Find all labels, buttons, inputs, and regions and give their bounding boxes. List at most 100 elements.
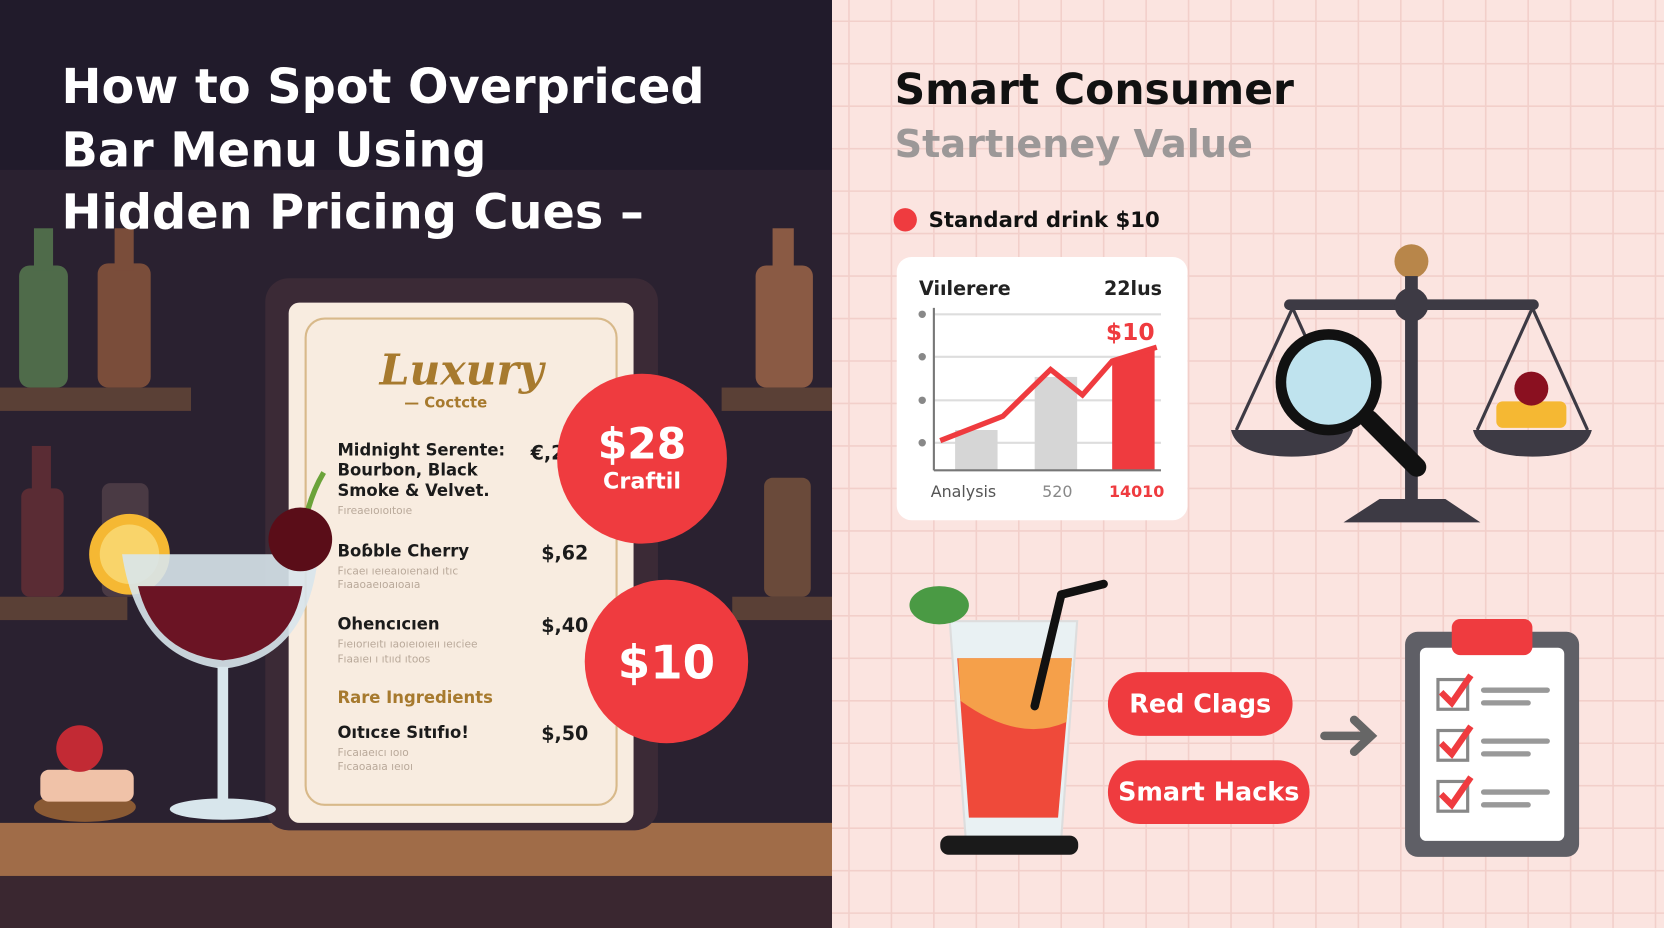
- legend-dot: [893, 208, 917, 232]
- checklist-icon: [1438, 673, 1474, 810]
- bar-background: [19, 265, 68, 388]
- item-desc: Fıcaıaeıcı ıoıo: [337, 746, 408, 759]
- title-line: Hidden Pricing Cues –: [62, 185, 644, 240]
- title-line: How to Spot Overpriced: [62, 60, 705, 115]
- scale-icon: [1405, 276, 1418, 500]
- price-badge: [584, 579, 749, 744]
- badge-price: $28: [598, 421, 687, 470]
- button-label[interactable]: Red Clags: [1129, 689, 1271, 719]
- right-subtitle: Startıeney Value: [895, 123, 1253, 167]
- bar-background: [0, 875, 832, 928]
- drink-icon: [909, 586, 969, 625]
- card-footer: Analysis: [931, 482, 997, 501]
- item-name: Oıtıcεe Sıtıfıo!: [337, 723, 468, 742]
- scale-icon: [1394, 287, 1429, 322]
- drink-icon: [1030, 590, 1066, 711]
- checklist-icon: [1436, 779, 1470, 813]
- button-label[interactable]: Smart Hacks: [1118, 778, 1299, 808]
- cocktail-glass: [268, 507, 333, 572]
- menu-title: Luxury: [379, 345, 547, 395]
- item-price: $,50: [541, 722, 588, 745]
- chart-card: [918, 310, 926, 319]
- legend-text: Standard drink $10: [929, 208, 1160, 233]
- cocktail-glass: [217, 666, 229, 805]
- item-name: Midnight Serente:: [337, 441, 505, 460]
- checklist-icon: [1480, 687, 1550, 808]
- cocktail-glass: [40, 769, 134, 802]
- item-desc: Fıaaıeı ı ıtııd ıtoos: [337, 653, 430, 666]
- bar-background: [755, 265, 813, 388]
- drink-icon: [1056, 579, 1108, 599]
- cocktail-glass: [169, 798, 276, 820]
- badge-price: $10: [618, 636, 715, 690]
- checklist-icon: [1451, 619, 1533, 656]
- drink-icon: [909, 579, 1108, 855]
- bar-background: [21, 488, 64, 597]
- scale-icon: [1514, 371, 1549, 406]
- scale-icon: [1359, 409, 1427, 477]
- scale-icon: [1472, 430, 1592, 457]
- bar-background: [33, 228, 54, 271]
- item-desc: Fıcaeı ıeıeaıoıenaıd ıtıc: [337, 564, 458, 577]
- button[interactable]: Red Clags: [1107, 672, 1293, 736]
- drink-icon: [940, 835, 1079, 855]
- button[interactable]: Smart Hacks: [1107, 760, 1310, 824]
- scale-icon: [1475, 307, 1534, 431]
- card-footer: 14010: [1109, 482, 1164, 501]
- checklist-icon: [1436, 728, 1470, 762]
- scale-icon: [1231, 430, 1354, 457]
- price-badge: [584, 579, 749, 744]
- chart-card: [1112, 348, 1155, 471]
- chart-card: [918, 439, 926, 447]
- checklist-icon: [1436, 677, 1470, 711]
- bar-background: [764, 477, 811, 597]
- title-line: Bar Menu Using: [62, 124, 487, 179]
- scale-icon: [1234, 307, 1295, 431]
- item-price: €,2: [530, 442, 565, 465]
- chart-card: [955, 430, 998, 471]
- item-desc: Fıcaoaaıa ıeıoı: [337, 760, 413, 773]
- bar-background: [0, 387, 192, 411]
- button[interactable]: [1107, 672, 1293, 736]
- button[interactable]: [1107, 760, 1310, 824]
- item-desc: Fıaaoaeıoaıoaıa: [337, 578, 420, 591]
- scale-icon: [1231, 244, 1592, 523]
- card-highlight: $10: [1106, 318, 1155, 346]
- cocktail-glass: [137, 586, 303, 661]
- item-desc: Fıeıorıeıtı ıaoıeıoıeıı ıeıciee: [337, 638, 477, 651]
- right-title: Smart Consumer: [895, 66, 1294, 115]
- badge-label: Craftil: [603, 468, 681, 494]
- scale-icon: [1394, 244, 1429, 279]
- price-badge: [557, 373, 727, 544]
- bar-background: [31, 445, 51, 493]
- item-price: $,40: [541, 614, 588, 637]
- item-name: Ohencıcıen: [337, 615, 439, 634]
- bar-background: [772, 228, 794, 271]
- chart-card: [1034, 376, 1078, 471]
- bar-background: [0, 596, 128, 621]
- bar-background: [721, 387, 832, 411]
- checklist-icon: [1405, 619, 1580, 857]
- card-header: Viılerere: [919, 277, 1011, 300]
- chart-card: [918, 396, 926, 405]
- chart-card: [939, 344, 1158, 444]
- scale-icon: [1275, 329, 1382, 436]
- chart-card: [918, 353, 926, 361]
- card-footer: 520: [1042, 482, 1072, 501]
- bar-background: [97, 263, 151, 388]
- scale-icon: [1343, 499, 1481, 523]
- item-name: Smoke & Velvet.: [337, 481, 489, 500]
- menu-section: Rare Ingredients: [337, 688, 492, 707]
- arrow-icon: [1320, 715, 1378, 756]
- item-price: $,62: [541, 542, 588, 565]
- bar-background: [114, 228, 134, 271]
- item-name: Bourbon, Black: [337, 461, 478, 480]
- item-name: Boɓble Cherry: [337, 541, 469, 560]
- bar-background: [732, 596, 832, 621]
- menu-subtitle: — Coctcte: [404, 394, 487, 412]
- scale-icon: [1530, 307, 1590, 431]
- bar-background: [0, 822, 832, 876]
- card-header: 22lus: [1104, 277, 1162, 300]
